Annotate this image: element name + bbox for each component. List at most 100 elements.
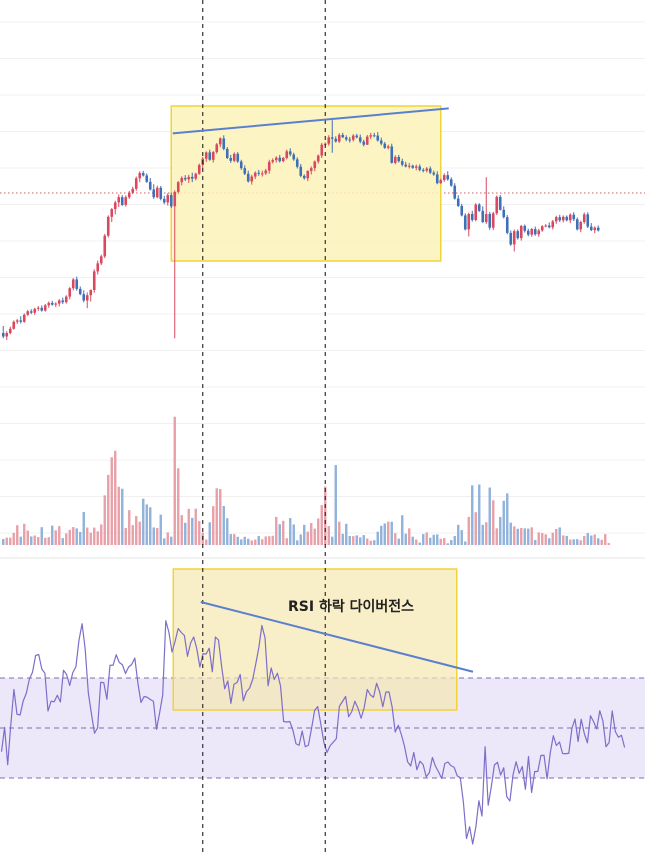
- volume-bar: [590, 535, 593, 545]
- candle-body: [418, 166, 422, 170]
- candle-body: [425, 168, 429, 171]
- volume-bar: [296, 540, 299, 545]
- candle-body: [537, 230, 541, 235]
- volume-bar: [180, 515, 183, 545]
- candle-body: [337, 134, 341, 142]
- volume-bar: [110, 457, 113, 545]
- volume-bar: [166, 532, 169, 545]
- volume-bar: [68, 529, 71, 545]
- volume-bar: [54, 530, 57, 545]
- volume-bar: [65, 533, 68, 545]
- candle-body: [19, 320, 23, 322]
- volume-bar: [450, 540, 453, 545]
- candlestick-layer: [1, 120, 600, 340]
- candle-body: [586, 214, 590, 227]
- volume-bar: [268, 536, 271, 545]
- candle-body: [316, 155, 320, 162]
- candle-body: [477, 204, 481, 211]
- volume-bar: [499, 516, 502, 545]
- volume-bar: [184, 522, 187, 545]
- candle-body: [411, 165, 415, 168]
- candle-body: [85, 295, 89, 301]
- volume-bar: [492, 500, 495, 545]
- candle-body: [47, 302, 51, 306]
- volume-bar: [51, 525, 54, 545]
- volume-bar: [282, 520, 285, 545]
- volume-bar: [411, 536, 414, 545]
- candle-body: [145, 175, 149, 182]
- volume-bar: [327, 526, 330, 545]
- volume-bar: [467, 516, 470, 545]
- volume-bar: [460, 530, 463, 545]
- volume-bar: [37, 537, 40, 545]
- candle-body: [372, 135, 376, 137]
- volume-bar: [19, 536, 22, 545]
- volume-bar: [40, 527, 43, 545]
- candle-body: [309, 168, 313, 171]
- candle-body: [155, 187, 159, 198]
- volume-bar: [306, 531, 309, 545]
- volume-bar: [303, 524, 306, 545]
- volume-bar: [390, 521, 393, 545]
- candle-body: [565, 216, 569, 221]
- volume-bar: [408, 528, 411, 545]
- volume-bar: [226, 518, 229, 545]
- volume-bar: [432, 534, 435, 545]
- volume-bar: [131, 525, 134, 545]
- candle-body: [547, 225, 551, 228]
- volume-bar: [163, 538, 166, 545]
- volume-bar: [352, 536, 355, 545]
- candle-body: [533, 229, 537, 235]
- volume-bar: [387, 521, 390, 545]
- volume-bar: [170, 536, 173, 545]
- volume-bar: [345, 523, 348, 545]
- candle-body: [306, 170, 310, 179]
- volume-bar: [177, 468, 180, 545]
- candle-body: [330, 137, 334, 139]
- candle-body: [407, 165, 411, 167]
- volume-bar: [278, 524, 281, 545]
- volume-bar: [215, 488, 218, 545]
- volume-bar: [446, 543, 449, 545]
- candle-body: [379, 140, 383, 144]
- volume-bar: [58, 526, 61, 545]
- candle-body: [138, 173, 142, 179]
- candle-body: [197, 165, 201, 174]
- rsi-divergence-label: RSI 하락 다이버전스: [288, 598, 414, 615]
- candle-body: [498, 196, 502, 210]
- candle-body: [187, 176, 191, 180]
- candle-body: [421, 169, 425, 171]
- volume-bar: [338, 521, 341, 545]
- candle-body: [43, 305, 47, 311]
- candle-body: [439, 180, 443, 184]
- candle-body: [453, 185, 457, 199]
- candle-body: [134, 178, 138, 189]
- volume-bar: [422, 534, 425, 545]
- candle-body: [253, 172, 257, 177]
- candle-body: [369, 135, 373, 137]
- candle-body: [29, 311, 33, 313]
- candle-body: [215, 144, 219, 153]
- candle-body: [327, 137, 331, 144]
- candle-body: [295, 159, 299, 167]
- volume-bar: [586, 533, 589, 545]
- candle-body: [239, 161, 243, 169]
- volume-bar: [117, 486, 120, 545]
- candle-body: [355, 135, 359, 138]
- annotation-layer: RSI 하락 다이버전스: [288, 598, 414, 615]
- candle-body: [491, 213, 495, 228]
- volume-bar: [191, 517, 194, 545]
- candle-body: [481, 210, 485, 223]
- candle-body: [264, 170, 268, 174]
- candle-body: [208, 152, 212, 160]
- candle-body: [204, 152, 208, 159]
- volume-bar: [72, 527, 75, 545]
- candle-body: [89, 289, 93, 296]
- candle-body: [211, 152, 215, 160]
- candle-body: [232, 153, 236, 161]
- volume-bar: [275, 516, 278, 545]
- candle-body: [176, 182, 180, 192]
- candle-body: [22, 314, 26, 322]
- candle-body: [467, 214, 471, 230]
